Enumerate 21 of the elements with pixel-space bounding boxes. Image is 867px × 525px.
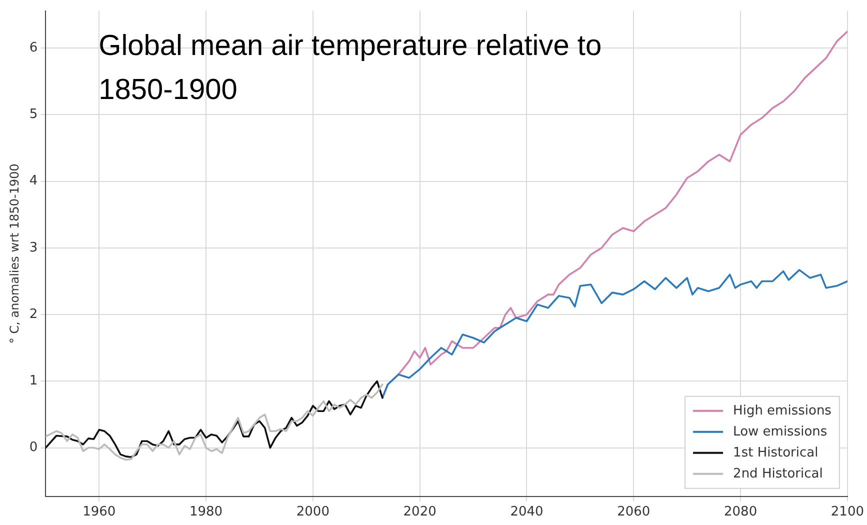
x-tick-label: 1960 <box>82 504 116 520</box>
legend-label: 1st Historical <box>733 445 818 460</box>
x-tick-label: 2060 <box>617 504 650 520</box>
x-tick-label: 2080 <box>724 504 758 520</box>
x-tick-label: 2000 <box>296 504 330 520</box>
legend-label: Low emissions <box>733 424 828 440</box>
x-tick-label: 1980 <box>189 504 223 520</box>
y-tick-label: 3 <box>29 240 38 256</box>
x-tick-label: 2040 <box>510 504 544 520</box>
text: Global mean air temperature relative to 1850-1900 <box>98 30 602 106</box>
y-tick-label: 0 <box>29 440 38 456</box>
legend-label: 2nd Historical <box>733 466 823 482</box>
legend-label: High emissions <box>733 403 832 418</box>
y-tick-label: 6 <box>29 40 38 56</box>
y-tick-label: 1 <box>29 374 38 389</box>
y-tick-label: 5 <box>29 107 38 122</box>
y-tick-label: 4 <box>29 174 38 189</box>
y-axis-title: ° C, anomalies wrt 1850-1900 <box>7 164 22 344</box>
x-tick-label: 2020 <box>403 504 436 520</box>
y-tick-label: 2 <box>29 306 38 322</box>
x-tick-label: 2100 <box>830 504 864 520</box>
